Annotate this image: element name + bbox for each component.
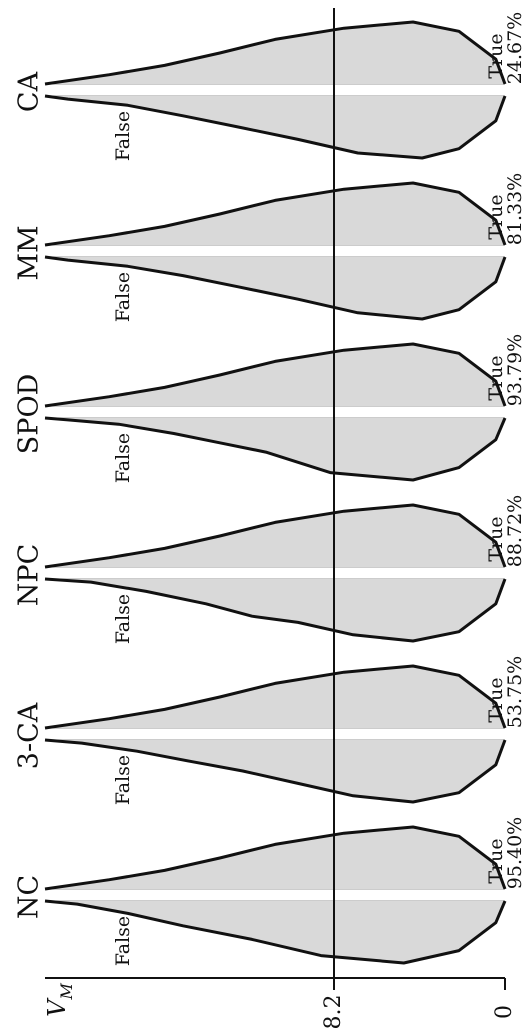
false-distribution-fill xyxy=(45,418,505,480)
accuracy-label: 53.75% xyxy=(504,656,526,728)
false-distribution-outline xyxy=(44,899,507,965)
false-distribution-outline xyxy=(44,738,507,804)
true-distribution-outline xyxy=(44,20,507,86)
group-name-label: CA xyxy=(14,71,45,112)
accuracy-label: 95.40% xyxy=(504,817,526,889)
group-name-label: MM xyxy=(14,225,45,280)
accuracy-label: 88.72% xyxy=(504,495,526,567)
true-distribution-fill xyxy=(45,344,505,406)
false-distribution-fill xyxy=(45,96,505,158)
accuracy-label: 81.33% xyxy=(504,173,526,245)
false-label: False xyxy=(112,433,134,483)
true-label: True xyxy=(485,33,507,78)
true-distribution-fill xyxy=(45,505,505,567)
true-label: True xyxy=(485,516,507,561)
false-distribution-outline xyxy=(44,416,507,482)
true-distribution-fill xyxy=(45,827,505,889)
tick-label-0: 0 xyxy=(492,1005,517,1019)
accuracy-label: 24.67% xyxy=(504,12,526,84)
tick-label-8.2: 8.2 xyxy=(321,995,346,1030)
group-name-label: NC xyxy=(14,875,45,919)
true-distribution-outline xyxy=(44,342,507,408)
accuracy-label: 93.79% xyxy=(504,334,526,406)
false-distribution-outline xyxy=(44,255,507,321)
true-distribution-outline xyxy=(44,181,507,247)
axis-label-sub: M xyxy=(57,983,76,1001)
true-label: True xyxy=(485,677,507,722)
group-name-label: 3-CA xyxy=(14,702,45,769)
false-distribution-fill xyxy=(45,901,505,963)
false-distribution-fill xyxy=(45,257,505,319)
true-label: True xyxy=(485,194,507,239)
true-label: True xyxy=(485,355,507,400)
false-label: False xyxy=(112,916,134,966)
false-label: False xyxy=(112,594,134,644)
true-distribution-outline xyxy=(44,503,507,569)
axis-label-main: V xyxy=(43,997,71,1017)
false-distribution-fill xyxy=(45,579,505,641)
axis-label: VM xyxy=(43,983,77,1017)
group-name-label: SPOD xyxy=(14,374,45,454)
true-distribution-outline xyxy=(44,825,507,891)
false-distribution-outline xyxy=(44,94,507,160)
true-label: True xyxy=(485,838,507,883)
false-label: False xyxy=(112,111,134,161)
true-distribution-fill xyxy=(45,22,505,84)
false-label: False xyxy=(112,272,134,322)
true-distribution-fill xyxy=(45,666,505,728)
group-name-label: NPC xyxy=(14,544,45,606)
groups-layer: CAFalseTrue24.67%MMFalseTrue81.33%SPODFa… xyxy=(14,12,527,966)
false-label: False xyxy=(112,755,134,805)
false-distribution-outline xyxy=(44,577,507,643)
true-distribution-fill xyxy=(45,183,505,245)
true-distribution-outline xyxy=(44,664,507,730)
